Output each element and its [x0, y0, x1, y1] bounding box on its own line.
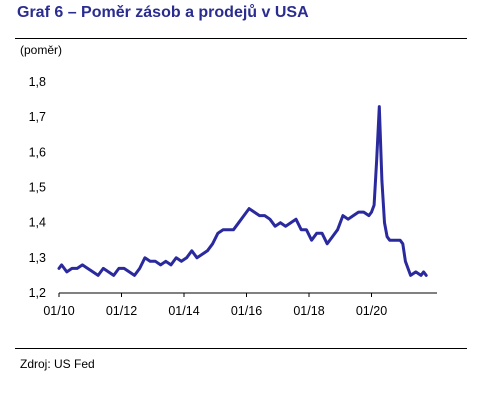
x-tick-label: 01/16: [231, 304, 262, 318]
y-tick-label: 1,8: [29, 75, 46, 89]
x-tick-label: 01/18: [293, 304, 324, 318]
chart-title: Graf 6 – Poměr zásob a prodejů v USA: [17, 4, 309, 21]
x-tick-label: 01/14: [168, 304, 199, 318]
x-axis-ticks: 01/10 01/12 01/14 01/16 01/18 01/20: [43, 293, 387, 318]
x-tick-label: 01/12: [106, 304, 137, 318]
y-tick-label: 1,5: [29, 181, 46, 195]
y-axis-ticks: 1,2 1,3 1,4 1,5 1,6 1,7 1,8: [29, 75, 46, 300]
bottom-rule: [15, 348, 467, 349]
series-line: [57, 105, 428, 277]
y-tick-label: 1,4: [29, 216, 46, 230]
y-tick-label: 1,6: [29, 145, 46, 159]
y-tick-label: 1,3: [29, 251, 46, 265]
top-rule: [15, 38, 467, 39]
y-tick-label: 1,7: [29, 110, 46, 124]
y-tick-label: 1,2: [29, 286, 46, 300]
source-note: Zdroj: US Fed: [20, 357, 95, 371]
y-unit-label: (poměr): [20, 43, 63, 57]
x-tick-label: 01/20: [356, 304, 387, 318]
x-tick-label: 01/10: [43, 304, 74, 318]
